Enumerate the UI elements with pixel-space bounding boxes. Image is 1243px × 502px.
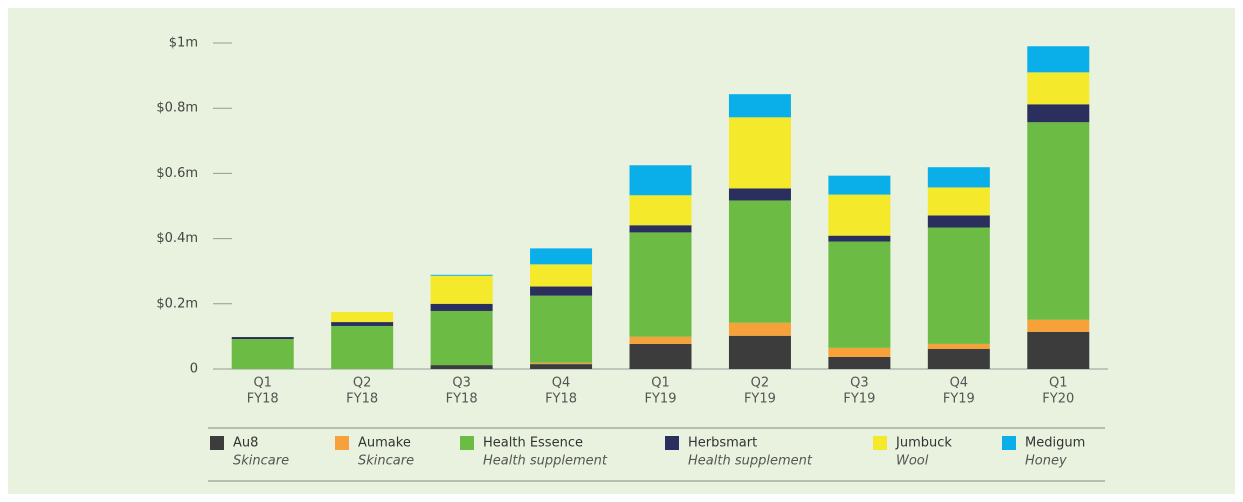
- bar-segment: [430, 365, 493, 369]
- bar-segment: [331, 325, 394, 369]
- legend-swatch: [873, 436, 887, 450]
- y-tick-label: $1m: [169, 36, 198, 51]
- legend-sublabel: Honey: [1025, 454, 1067, 469]
- x-tick-label: FY18: [346, 392, 378, 407]
- y-tick-label: $0.6m: [156, 166, 198, 181]
- bar-segment: [1027, 122, 1090, 320]
- bar-segment: [1027, 72, 1090, 105]
- x-tick-label: FY19: [843, 392, 875, 407]
- legend-sublabel: Skincare: [233, 454, 289, 469]
- legend-swatch: [460, 436, 474, 450]
- bar-segment: [629, 195, 692, 226]
- bar-segment: [331, 322, 394, 326]
- bar-segment: [1027, 46, 1090, 73]
- bar-segment: [828, 235, 891, 242]
- legend-label: Aumake: [358, 436, 411, 451]
- bar-segment: [629, 165, 692, 196]
- bar-segment: [530, 248, 593, 265]
- bar-segment: [530, 264, 593, 287]
- legend-swatch: [210, 436, 224, 450]
- bar-segment: [1027, 319, 1090, 332]
- bar-segment: [430, 275, 493, 304]
- x-tick-label: Q1: [253, 376, 272, 391]
- bar-segment: [828, 175, 891, 195]
- bar-segment: [629, 343, 692, 369]
- bar-segment: [927, 227, 990, 344]
- bar-segment: [728, 200, 791, 323]
- x-tick-label: Q1: [1049, 376, 1068, 391]
- bar-segment: [629, 336, 692, 344]
- bar-segment: [828, 194, 891, 236]
- bar-segment: [927, 343, 990, 349]
- bar-segment: [927, 348, 990, 369]
- bar-segment: [629, 232, 692, 337]
- bar-segment: [231, 339, 294, 369]
- y-tick-label: 0: [190, 362, 198, 377]
- bar-segment: [530, 362, 593, 365]
- bar-segment: [530, 295, 593, 363]
- x-tick-label: Q3: [850, 376, 869, 391]
- legend-sublabel: Wool: [896, 454, 929, 469]
- bar-segment: [728, 94, 791, 118]
- bar-segment: [430, 274, 493, 276]
- bar-segment: [828, 356, 891, 369]
- x-tick-label: FY18: [545, 392, 577, 407]
- bar-segment: [927, 215, 990, 228]
- y-tick-label: $0.8m: [156, 101, 198, 116]
- bar-segment: [1027, 331, 1090, 369]
- bar-segment: [927, 167, 990, 188]
- bar-segment: [728, 335, 791, 369]
- x-tick-label: FY19: [744, 392, 776, 407]
- bar-segment: [1027, 104, 1090, 123]
- bar-segment: [927, 187, 990, 216]
- bar-segment: [728, 322, 791, 336]
- x-tick-label: FY20: [1042, 392, 1074, 407]
- bar-segment: [728, 117, 791, 189]
- x-tick-label: FY19: [645, 392, 677, 407]
- bar-segment: [530, 286, 593, 296]
- legend-sublabel: Health supplement: [483, 454, 608, 469]
- legend-label: Medigum: [1025, 436, 1085, 451]
- legend-label: Jumbuck: [895, 436, 952, 451]
- legend-label: Herbsmart: [688, 436, 757, 451]
- legend-label: Health Essence: [483, 436, 583, 451]
- y-tick-label: $0.4m: [156, 231, 198, 246]
- bar-segment: [828, 241, 891, 348]
- x-tick-label: Q2: [353, 376, 372, 391]
- bar-segment: [828, 347, 891, 357]
- legend-label: Au8: [233, 436, 258, 451]
- x-tick-label: FY18: [446, 392, 478, 407]
- x-tick-label: FY18: [247, 392, 279, 407]
- legend-swatch: [665, 436, 679, 450]
- legend-swatch: [1002, 436, 1016, 450]
- x-tick-label: Q2: [751, 376, 770, 391]
- bar-segment: [430, 310, 493, 366]
- x-tick-label: Q3: [452, 376, 471, 391]
- x-tick-label: Q4: [950, 376, 969, 391]
- y-tick-label: $0.2m: [156, 296, 198, 311]
- legend-sublabel: Health supplement: [688, 454, 813, 469]
- x-tick-label: FY19: [943, 392, 975, 407]
- bar-segment: [331, 311, 394, 323]
- bar-segment: [728, 188, 791, 201]
- x-tick-label: Q1: [651, 376, 670, 391]
- bar-segment: [629, 225, 692, 233]
- bar-segment: [530, 364, 593, 369]
- x-tick-label: Q4: [552, 376, 571, 391]
- legend-swatch: [335, 436, 349, 450]
- bar-segment: [231, 337, 294, 340]
- bar-segment: [430, 303, 493, 311]
- legend-sublabel: Skincare: [358, 454, 414, 469]
